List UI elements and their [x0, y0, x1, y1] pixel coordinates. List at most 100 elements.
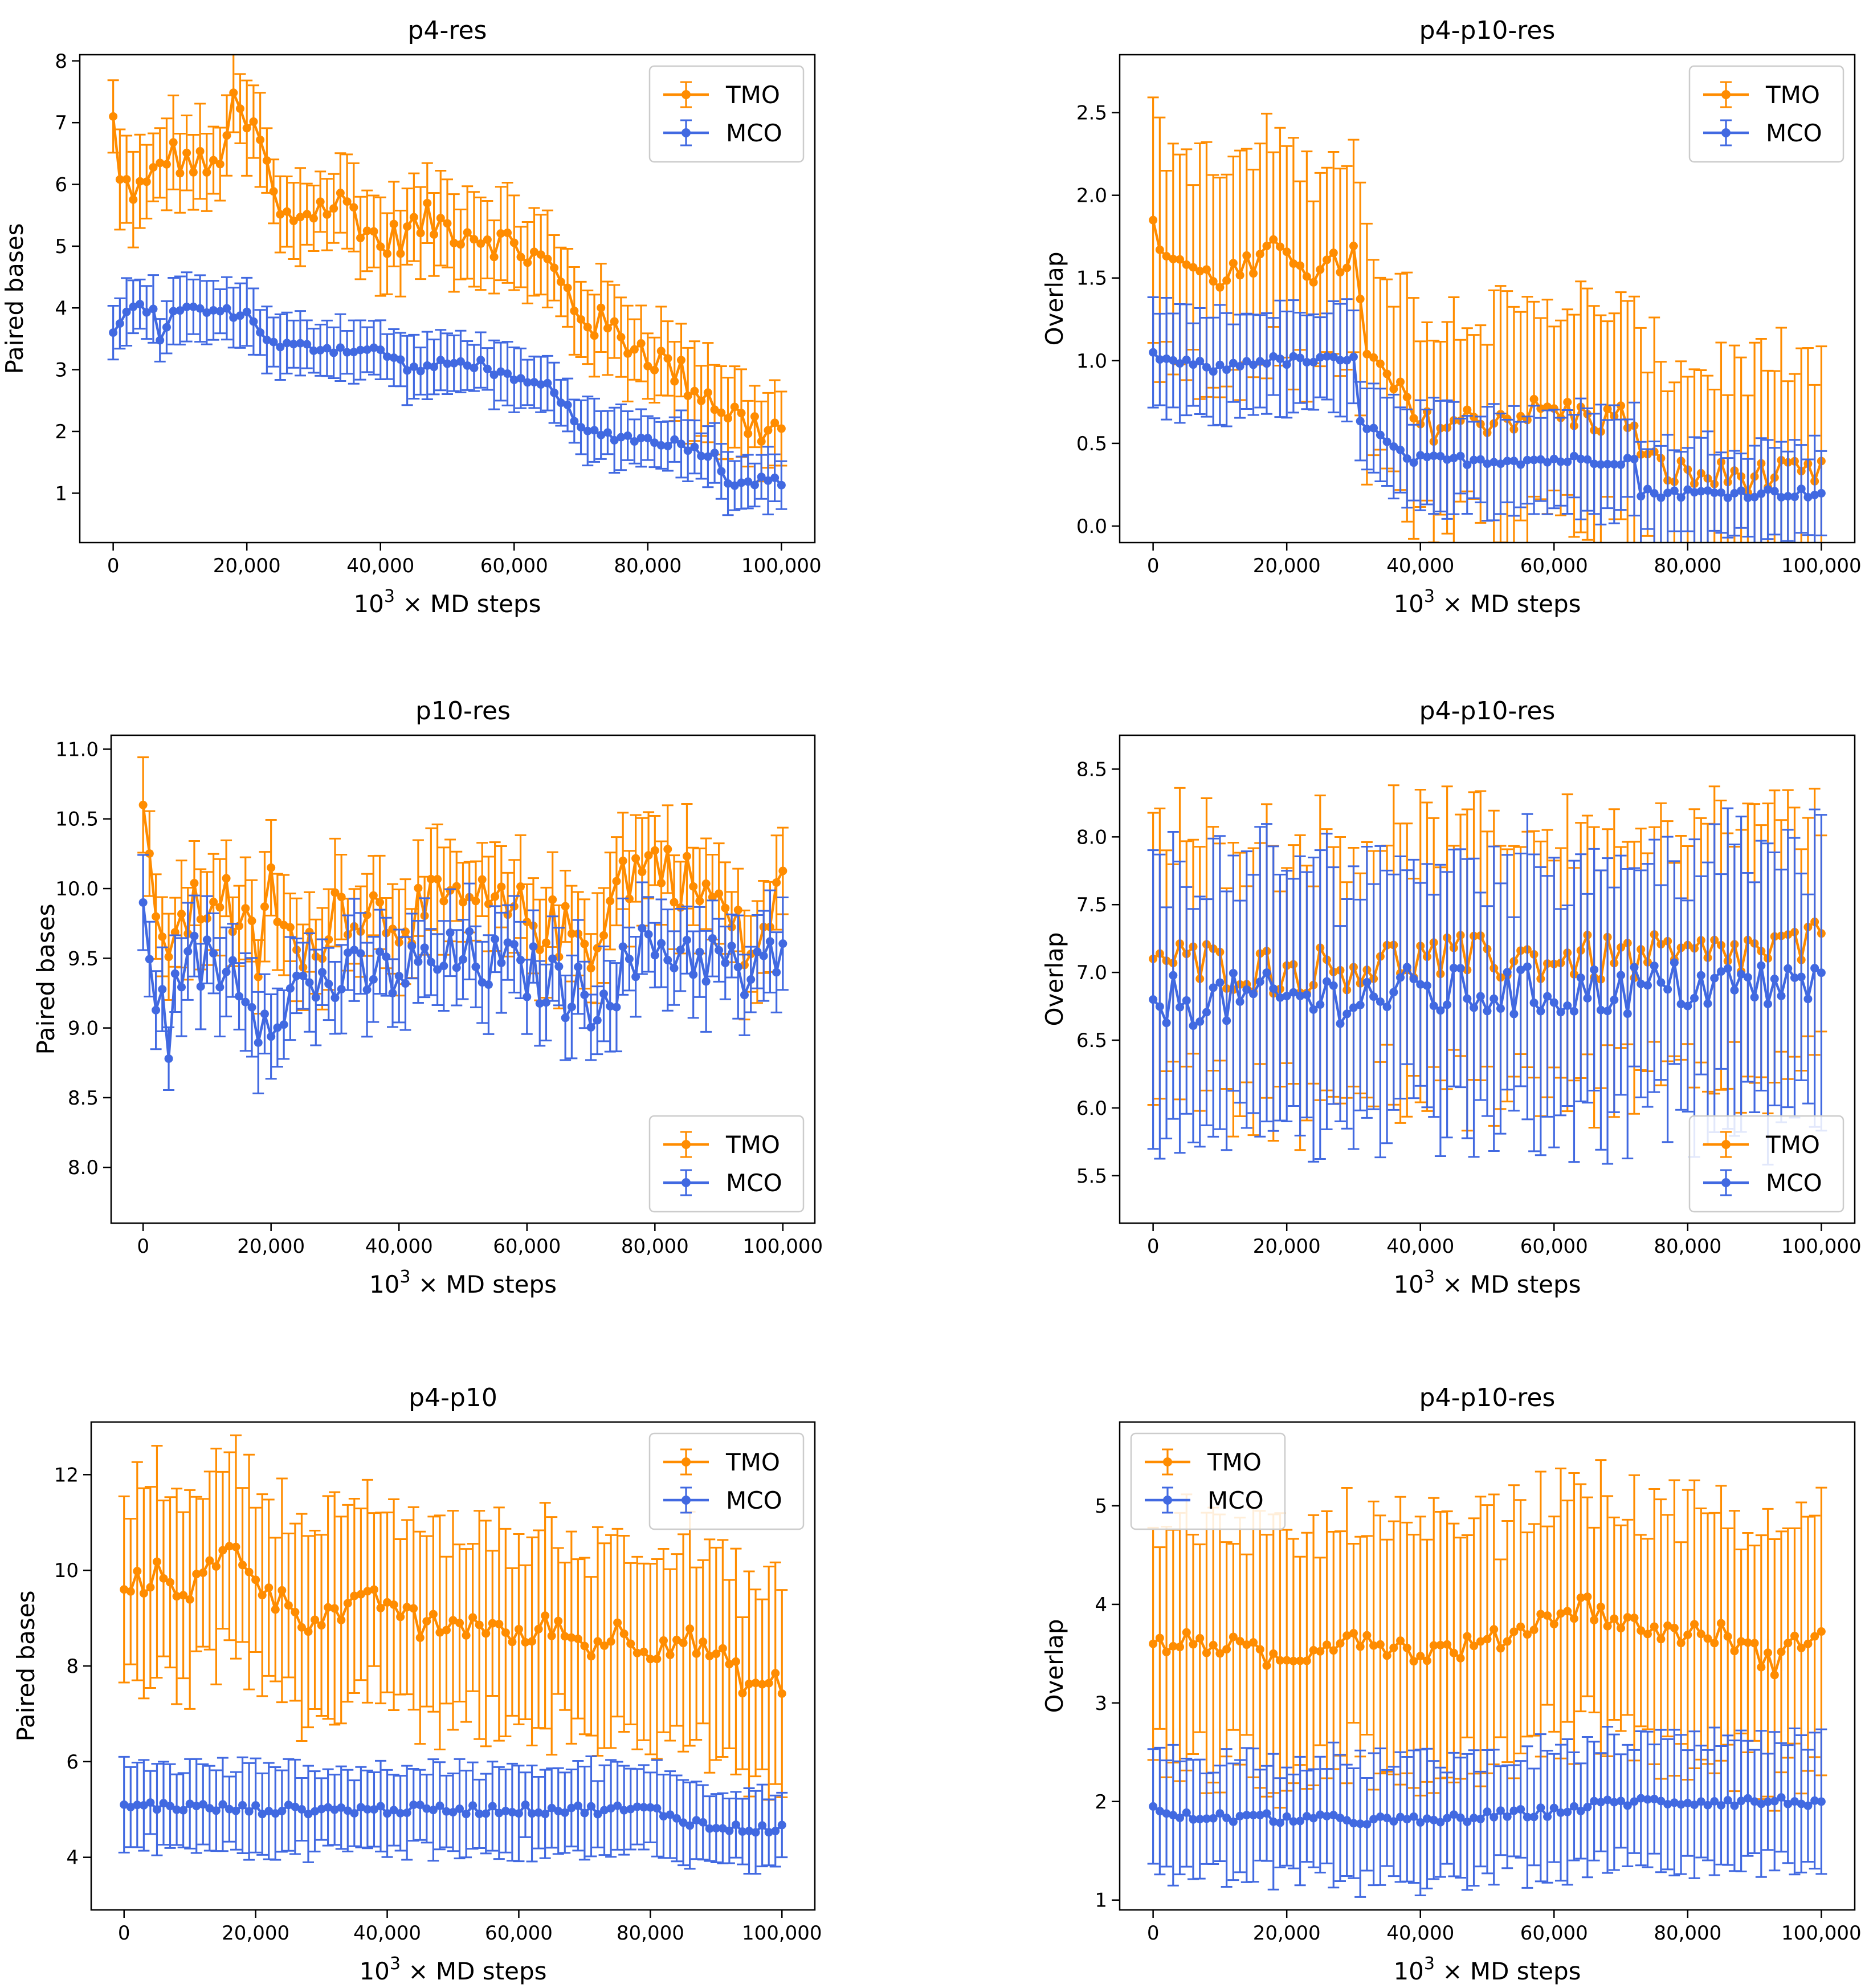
- x-axis-label: 103 × MD steps: [369, 1267, 557, 1298]
- data-point: [1456, 451, 1465, 461]
- data-point: [350, 1808, 359, 1818]
- data-point: [1696, 487, 1705, 496]
- data-point: [1764, 485, 1773, 494]
- data-point: [1316, 353, 1325, 362]
- data-point: [426, 958, 435, 967]
- legend-item-tmo: TMO: [1703, 81, 1820, 109]
- data-point: [159, 1574, 168, 1583]
- data-point: [462, 1631, 471, 1640]
- data-point: [718, 1824, 727, 1833]
- y-tick-label: 8.0: [1076, 826, 1107, 849]
- data-point: [1436, 451, 1445, 461]
- data-point: [1349, 1003, 1358, 1012]
- data-point: [1329, 352, 1338, 361]
- data-point: [631, 854, 640, 863]
- data-point: [1790, 973, 1799, 982]
- data-point: [337, 985, 346, 994]
- data-point: [1663, 985, 1672, 994]
- data-point: [318, 968, 327, 977]
- data-point: [770, 418, 780, 427]
- data-point: [529, 378, 538, 387]
- data-point: [1509, 1009, 1519, 1019]
- data-point: [343, 1599, 352, 1608]
- chart-title: p4-p10: [409, 1383, 497, 1412]
- data-point: [536, 250, 545, 259]
- x-tick-label: 0: [137, 1235, 149, 1258]
- data-point: [708, 893, 717, 902]
- plot-area: [1147, 784, 1827, 1166]
- data-point: [623, 431, 632, 440]
- data-point: [222, 874, 231, 883]
- x-axis-label: 103 × MD steps: [1393, 586, 1581, 618]
- data-point: [463, 228, 472, 237]
- data-point: [737, 478, 746, 487]
- legend-item-mco: MCO: [1703, 1169, 1822, 1197]
- legend-item-tmo: TMO: [663, 81, 780, 109]
- data-point: [751, 1679, 760, 1688]
- data-point: [172, 1592, 181, 1601]
- data-point: [190, 931, 199, 940]
- legend-marker: [682, 1140, 691, 1149]
- data-point: [403, 222, 412, 231]
- data-point: [708, 934, 717, 943]
- data-point: [1275, 993, 1284, 1002]
- data-point: [1803, 1639, 1813, 1648]
- data-point: [1737, 1637, 1746, 1646]
- data-point: [516, 882, 525, 891]
- data-point: [745, 1680, 754, 1689]
- data-point: [690, 386, 699, 396]
- data-point: [650, 846, 659, 855]
- data-point: [737, 409, 746, 418]
- data-point: [262, 156, 271, 165]
- data-point: [758, 1821, 767, 1830]
- data-point: [672, 1635, 682, 1644]
- data-point: [1610, 1614, 1619, 1623]
- data-point: [679, 1639, 688, 1648]
- axes-frame: [79, 54, 816, 544]
- data-point: [356, 1803, 365, 1812]
- data-point: [1490, 1625, 1499, 1634]
- data-point: [129, 195, 138, 204]
- data-point: [211, 1562, 221, 1571]
- data-point: [1215, 978, 1225, 987]
- data-point: [1743, 493, 1752, 502]
- data-point: [606, 1804, 615, 1813]
- data-point: [593, 944, 602, 953]
- data-point: [369, 343, 378, 352]
- x-tick-label: 60,000: [480, 555, 548, 577]
- data-point: [1209, 1640, 1218, 1649]
- data-point: [1496, 459, 1505, 469]
- data-point: [1182, 260, 1191, 269]
- data-point: [1309, 1645, 1318, 1655]
- data-point: [459, 898, 467, 907]
- chart-panel-2: p4-p10-res 0 20,000 40,000 60,000 80,000 100,0…: [1040, 16, 1862, 618]
- data-point: [1182, 355, 1191, 364]
- data-point: [1650, 489, 1659, 498]
- data-point: [241, 904, 250, 913]
- data-point: [1235, 1636, 1244, 1645]
- data-point: [402, 1808, 411, 1818]
- data-point: [324, 1603, 333, 1612]
- data-point: [1302, 1656, 1311, 1665]
- data-point: [1817, 1627, 1826, 1636]
- data-point: [1784, 964, 1793, 973]
- data-point: [535, 999, 544, 1008]
- data-point: [703, 388, 712, 397]
- data-point: [324, 979, 333, 988]
- data-point: [1483, 1635, 1492, 1644]
- data-point: [777, 1820, 786, 1830]
- data-point: [435, 1801, 444, 1810]
- data-point: [423, 198, 432, 207]
- data-point: [297, 1623, 306, 1632]
- data-point: [225, 1542, 234, 1551]
- data-point: [276, 210, 285, 219]
- data-point: [1650, 962, 1659, 971]
- data-point: [573, 1801, 582, 1810]
- data-point: [1703, 1634, 1712, 1643]
- x-axis-label: 103 × MD steps: [1393, 1267, 1581, 1298]
- chart-panel-5: p4-p10 0 20,000 40,000 60,000 80,000 100,000 4 6…: [12, 1383, 822, 1985]
- data-point: [369, 1585, 378, 1594]
- data-point: [1396, 377, 1405, 386]
- y-tick-label: 1.5: [1076, 267, 1107, 290]
- data-point: [777, 480, 786, 490]
